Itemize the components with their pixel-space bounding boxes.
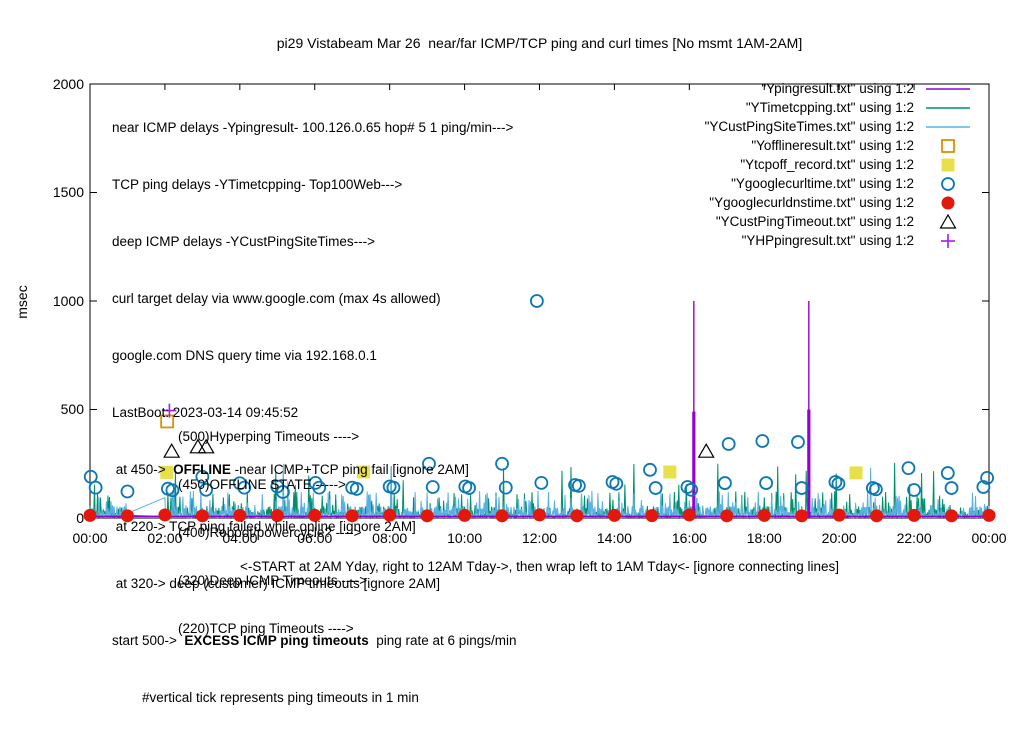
x-axis-caption: <-START at 2AM Yday, right to 12AM Tday-… — [240, 559, 839, 574]
annotation-block-mid: (500)Hyperping Timeouts ----> (450)OFFLI… — [178, 397, 367, 669]
legend-label: "YCustPingSiteTimes.txt" using 1:2 — [704, 119, 914, 134]
annotation-line: TCP ping delays -YTimetcpping- Top100Web… — [112, 177, 403, 192]
legend-label: "YTimetcpping.txt" using 1:2 — [745, 100, 914, 115]
legend: "Ypingresult.txt" using 1:2 "YTimetcppin… — [705, 79, 976, 250]
legend-sample-line-purple — [926, 87, 970, 90]
chart-title: pi29 Vistabeam Mar 26 near/far ICMP/TCP … — [276, 35, 803, 51]
x-tick-label: 12:00 — [521, 530, 558, 546]
x-tick-label: 02:00 — [147, 530, 183, 546]
x-tick-label: 00:00 — [971, 530, 1007, 546]
plot-canvas — [83, 83, 996, 523]
x-tick-label: 22:00 — [896, 530, 932, 546]
y-tick-label: 0 — [76, 510, 84, 526]
x-tick-label: 00:00 — [72, 530, 108, 546]
legend-label: "Ygooglecurldnstime.txt" using 1:2 — [709, 195, 914, 210]
legend-label: "Ygooglecurltime.txt" using 1:2 — [731, 176, 914, 191]
chart-figure: pi29 Vistabeam Mar 26 near/far ICMP/TCP … — [14, 35, 1007, 705]
y-tick-label: 1500 — [52, 184, 84, 200]
annotation-line: (400)Reboot/powercycle? ----> — [178, 525, 362, 540]
legend-row: "YHPpingresult.txt" using 1:2 — [705, 231, 976, 250]
y-tick-label: 1000 — [52, 293, 84, 309]
legend-sample-filled-circle-icon — [941, 196, 955, 209]
legend-label: "Yofflineresult.txt" using 1:2 — [751, 138, 914, 153]
legend-sample-plus-icon — [941, 233, 955, 248]
y-tick-label: 2000 — [52, 76, 84, 92]
legend-row: "Ygooglecurltime.txt" using 1:2 — [705, 174, 976, 193]
x-tick-label: 08:00 — [372, 530, 408, 546]
annotation-line: deep ICMP delays -YCustPingSiteTimes---> — [112, 234, 375, 249]
legend-sample-open-circle-icon — [941, 176, 955, 191]
x-tick-label: 14:00 — [596, 530, 632, 546]
legend-sample-filled-square-icon — [941, 158, 955, 171]
annotation-line: #vertical tick represents ping timeouts … — [112, 690, 419, 705]
x-tick-label: 16:00 — [671, 530, 707, 546]
annotation-line: (220)TCP ping Timeouts ----> — [178, 621, 354, 636]
legend-sample-line-teal — [926, 106, 970, 109]
y-axis-title: msec — [14, 285, 30, 319]
annotation-line: at 220-> TCP ping failed while online [i… — [112, 519, 416, 534]
annotation-line: (500)Hyperping Timeouts ----> — [178, 429, 360, 444]
annotation-line: at 320-> deep (customer) ICMP timeouts [… — [112, 576, 441, 591]
legend-label: "YHPpingresult.txt" using 1:2 — [741, 233, 914, 248]
legend-sample-open-square-icon — [941, 138, 955, 153]
annotation-line: (320)Deep ICMP Timeouts ----> — [178, 573, 368, 588]
x-tick-label: 06:00 — [297, 530, 333, 546]
legend-label: "YCustPingTimeout.txt" using 1:2 — [715, 214, 914, 229]
x-tick-label: 20:00 — [821, 530, 857, 546]
annotation-line: curl target delay via www.google.com (ma… — [112, 291, 441, 306]
legend-row: "Ygooglecurldnstime.txt" using 1:2 — [705, 193, 976, 212]
legend-label: "Ypingresult.txt" using 1:2 — [761, 81, 914, 96]
legend-row: "Ytcpoff_record.txt" using 1:2 — [705, 155, 976, 174]
y-tick-label: 500 — [60, 401, 84, 417]
annotation-line: google.com DNS query time via 192.168.0.… — [112, 348, 377, 363]
legend-row: "YTimetcpping.txt" using 1:2 — [705, 98, 976, 117]
x-tick-label: 04:00 — [222, 530, 258, 546]
legend-row: "Ypingresult.txt" using 1:2 — [705, 79, 976, 98]
legend-sample-line-lightblue — [926, 125, 970, 128]
legend-sample-open-triangle-icon — [939, 213, 957, 229]
legend-label: "Ytcpoff_record.txt" using 1:2 — [740, 157, 914, 172]
legend-row: "YCustPingSiteTimes.txt" using 1:2 — [705, 117, 976, 136]
x-tick-label: 10:00 — [447, 530, 483, 546]
legend-row: "YCustPingTimeout.txt" using 1:2 — [705, 212, 976, 231]
legend-row: "Yofflineresult.txt" using 1:2 — [705, 136, 976, 155]
annotation-line: near ICMP delays -Ypingresult- 100.126.0… — [112, 120, 514, 135]
x-tick-label: 18:00 — [746, 530, 782, 546]
annotation-line: (450)OFFLINE STATE -----> — [178, 477, 346, 492]
annotation-line: at 450-> OFFLINE -near ICMP+TCP ping fai… — [112, 462, 469, 477]
annotation-line: LastBoot: 2023-03-14 09:45:52 — [112, 405, 299, 420]
